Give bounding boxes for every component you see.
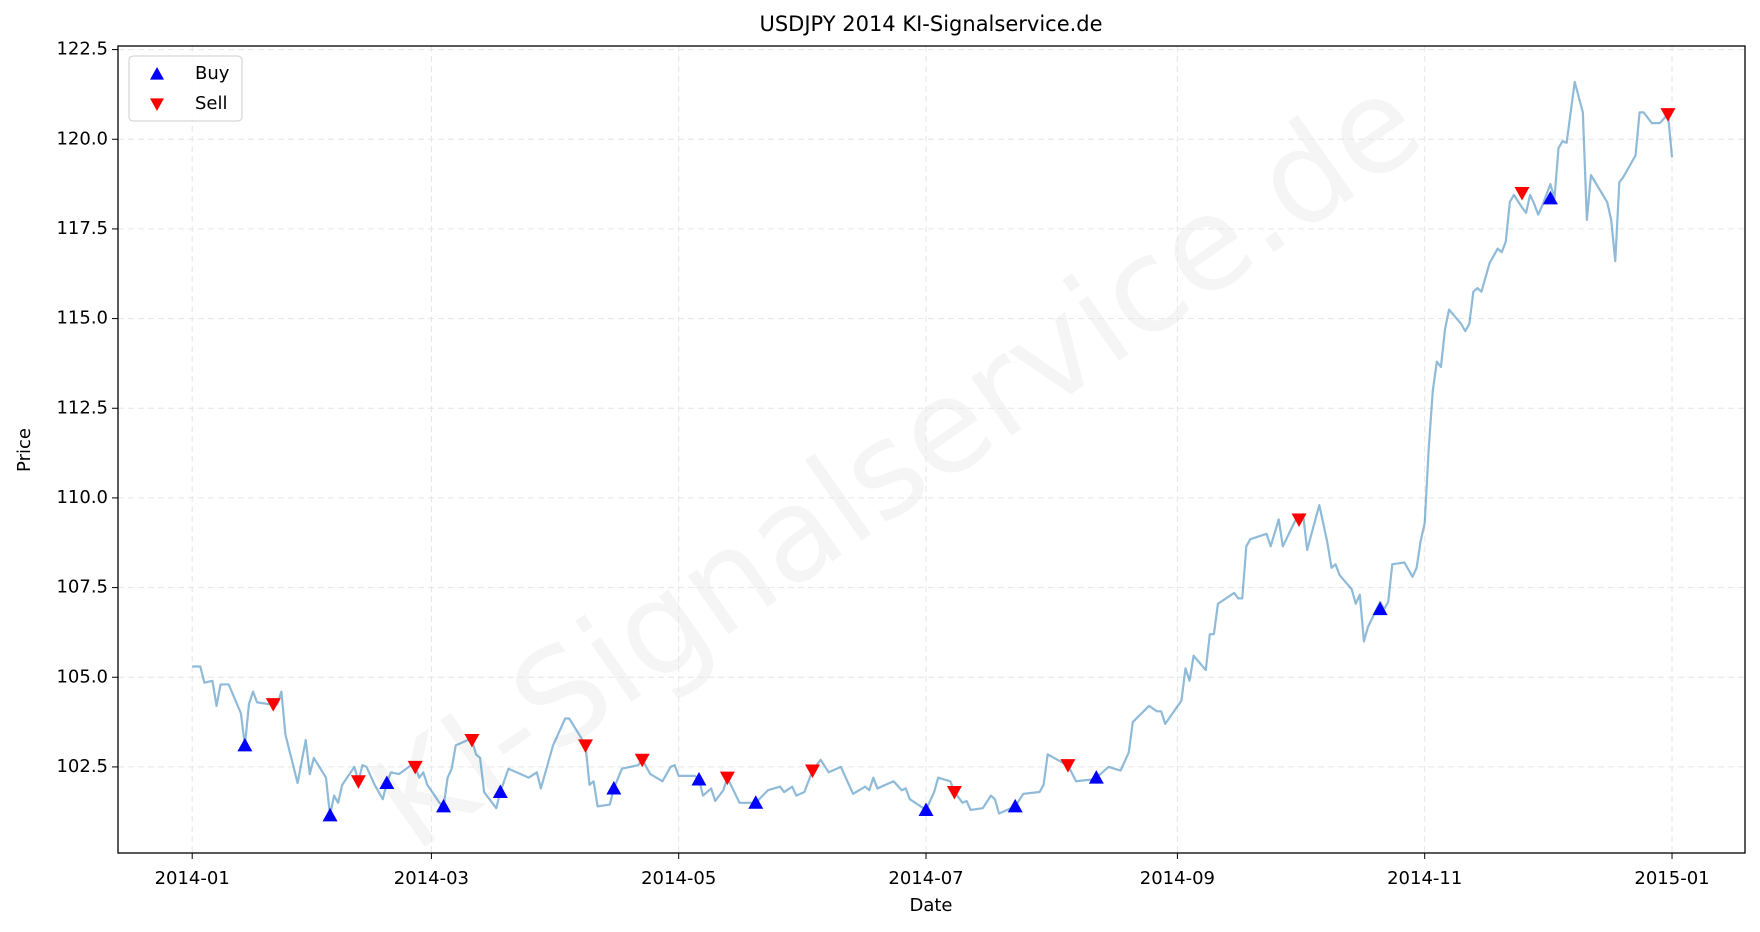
signal-marker — [464, 734, 480, 748]
y-tick-label: 102.5 — [56, 756, 108, 777]
signal-marker — [436, 798, 452, 813]
signal-marker — [350, 775, 366, 789]
y-tick-label: 110.0 — [56, 487, 108, 508]
signal-marker — [634, 753, 650, 768]
signal-marker — [1060, 759, 1076, 773]
signal-marker — [1088, 770, 1104, 784]
signal-marker — [265, 698, 281, 712]
signal-marker — [1007, 798, 1023, 813]
signal-marker — [407, 760, 423, 775]
chart-title: USDJPY 2014 KI-Signalservice.de — [759, 12, 1102, 36]
signal-marker — [805, 764, 821, 779]
signal-marker — [577, 739, 593, 753]
signal-marker — [1542, 190, 1558, 205]
signal-marker — [1291, 513, 1307, 527]
y-tick-label: 120.0 — [56, 128, 108, 149]
signal-marker — [237, 737, 253, 752]
y-tick-label: 122.5 — [56, 39, 108, 60]
legend-marker — [150, 98, 164, 111]
y-tick-label: 105.0 — [56, 666, 108, 687]
signal-marker — [719, 771, 735, 786]
x-tick-label: 2014-09 — [1140, 868, 1215, 889]
signal-marker — [748, 795, 764, 809]
price-line — [192, 80, 1674, 817]
x-tick-label: 2014-07 — [888, 868, 963, 889]
y-tick-label: 112.5 — [56, 397, 108, 418]
y-tick-label: 107.5 — [56, 577, 108, 598]
x-tick-label: 2014-01 — [155, 868, 230, 889]
signal-marker — [1514, 187, 1530, 201]
signal-marker — [1660, 108, 1676, 122]
signal-marker — [606, 780, 622, 795]
signal-marker — [918, 802, 934, 816]
x-tick-label: 2015-01 — [1634, 868, 1709, 889]
signal-marker — [492, 784, 508, 799]
plot-frame — [117, 45, 1746, 854]
legend-marker — [150, 67, 164, 80]
x-tick-label: 2014-03 — [394, 868, 469, 889]
x-tick-label: 2014-05 — [641, 868, 716, 889]
x-axis-label: Date — [909, 895, 952, 916]
signal-marker — [691, 771, 707, 786]
signal-marker — [322, 807, 338, 822]
y-tick-label: 117.5 — [56, 218, 108, 239]
y-tick-label: 115.0 — [56, 308, 108, 329]
y-axis-label: Price — [14, 428, 35, 472]
signal-marker — [946, 786, 962, 800]
signal-marker — [1372, 601, 1388, 616]
legend-label: Sell — [195, 93, 228, 114]
x-tick-label: 2014-11 — [1387, 868, 1462, 889]
legend-label: Buy — [195, 63, 230, 84]
signal-marker — [379, 775, 395, 790]
